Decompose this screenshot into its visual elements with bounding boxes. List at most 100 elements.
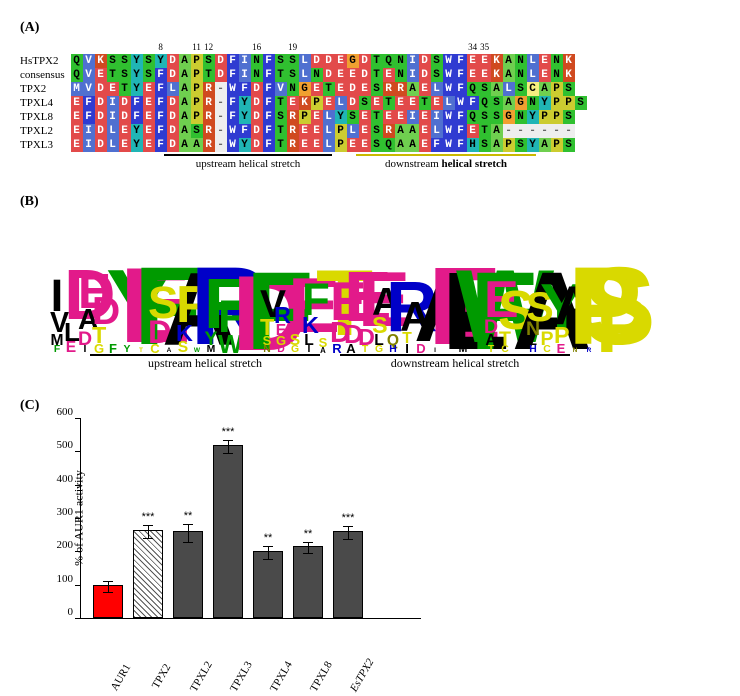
alignment-cell: F <box>227 68 239 82</box>
alignment-cell: W <box>443 110 455 124</box>
alignment-cell: F <box>155 68 167 82</box>
alignment-cell: G <box>299 82 311 96</box>
alignment-cell: N <box>395 68 407 82</box>
logo-column: L <box>442 271 456 354</box>
alignment-cell: F <box>155 96 167 110</box>
logo-column: VTSN <box>260 290 274 354</box>
alignment-cell: E <box>383 68 395 82</box>
alignment-cell: P <box>191 54 203 68</box>
logo-letter: A <box>162 271 176 349</box>
logo-column: RQH <box>386 281 400 354</box>
alignment-row-labels: HsTPX2consensusTPX2TPXL4TPXL8TPXL2TPXL3 <box>20 40 65 152</box>
alignment-cell: Y <box>527 138 539 152</box>
logo-column: EI <box>428 266 442 354</box>
y-tick-label: 100 <box>47 573 73 585</box>
alignment-cell: - <box>215 138 227 152</box>
alignment-cell: S <box>515 82 527 96</box>
logo-letter: A <box>400 301 414 332</box>
alignment-cell: F <box>227 110 239 124</box>
y-tick <box>75 451 81 452</box>
alignment-cell: D <box>95 138 107 152</box>
panel-c-label: (C) <box>20 398 720 414</box>
alignment-cell: A <box>503 54 515 68</box>
logo-column: SNLH <box>526 291 540 354</box>
alignment-cell: Q <box>383 138 395 152</box>
alignment-cell: - <box>551 124 563 138</box>
logo-column: ATI <box>400 301 414 354</box>
panel-b-underlines: upstream helical stretch downstream heli… <box>50 354 720 384</box>
row-label: TPXL2 <box>20 124 65 138</box>
logo-letter: I <box>400 344 414 354</box>
alignment-cell: E <box>335 54 347 68</box>
logo-letter: I <box>78 346 92 354</box>
x-tick-label: TPXL4 <box>268 662 293 694</box>
alignment-cell: L <box>431 82 443 96</box>
x-tick-label: TPX2 <box>148 662 173 694</box>
logo-column: YPC <box>540 283 554 354</box>
alignment-cell: E <box>395 96 407 110</box>
bar-group <box>93 585 123 618</box>
x-tick-label: TPXL8 <box>308 662 333 694</box>
alignment-cell: A <box>395 124 407 138</box>
alignment-cell: T <box>383 96 395 110</box>
alignment-cell: I <box>239 68 251 82</box>
bar: *** <box>333 531 363 618</box>
significance-stars: *** <box>142 511 155 523</box>
alignment-cell: L <box>527 54 539 68</box>
alignment-cell: F <box>263 82 275 96</box>
x-tick-label: TPXL3 <box>228 662 253 694</box>
bar-group: *** <box>133 530 163 618</box>
alignment-cell: L <box>299 54 311 68</box>
alignment-grid: 8111216193435 QVKSSYSYDAPSDFINFSSLDDEGDT… <box>71 40 587 152</box>
alignment-cell: T <box>275 138 287 152</box>
x-tick-label: TPXL2 <box>188 662 213 694</box>
row-label: HsTPX2 <box>20 54 65 68</box>
alignment-cell: I <box>83 124 95 138</box>
alignment-cell: F <box>431 138 443 152</box>
alignment-cell: E <box>119 124 131 138</box>
alignment-cell: S <box>287 54 299 68</box>
significance-stars: *** <box>222 426 235 438</box>
alignment-cell: S <box>479 110 491 124</box>
alignment-cell: - <box>503 124 515 138</box>
logo-letter: E <box>428 266 442 349</box>
alignment-cell: P <box>191 110 203 124</box>
alignment-cell: H <box>467 138 479 152</box>
bar: *** <box>213 445 243 618</box>
logo-letter: A <box>344 344 358 354</box>
bar: *** <box>133 530 163 618</box>
alignment-cell: A <box>503 96 515 110</box>
alignment-cell: - <box>539 124 551 138</box>
logo-letter: Y <box>120 346 134 354</box>
alignment-cell: S <box>203 54 215 68</box>
alignment-cell: R <box>287 138 299 152</box>
bar: ** <box>293 546 323 618</box>
logo-column: D <box>232 274 246 354</box>
alignment-cell: N <box>515 68 527 82</box>
alignment-cell: S <box>515 138 527 152</box>
alignment-cell: T <box>119 82 131 96</box>
alignment-cell: P <box>503 138 515 152</box>
alignment-cell: R <box>203 124 215 138</box>
alignment-cell: F <box>467 96 479 110</box>
logo-column: APE <box>554 286 568 354</box>
logo-letter: F <box>134 266 148 349</box>
alignment-cell: A <box>491 124 503 138</box>
alignment-cell: F <box>263 138 275 152</box>
alignment-cell: E <box>431 96 443 110</box>
alignment-cell: A <box>179 138 191 152</box>
alignment-cell: - <box>215 96 227 110</box>
logo-letter: T <box>484 346 498 354</box>
error-bar <box>343 526 353 540</box>
alignment-cell: E <box>299 124 311 138</box>
y-tick-label: 400 <box>47 473 73 485</box>
error-bar <box>183 524 193 543</box>
alignment-cell: D <box>119 110 131 124</box>
alignment-cell: W <box>443 82 455 96</box>
alignment-cell: N <box>527 96 539 110</box>
alignment-cell: E <box>311 138 323 152</box>
alignment-cell: G <box>503 110 515 124</box>
logo-letter: L <box>442 271 456 354</box>
y-tick-label: 200 <box>47 539 73 551</box>
alignment-cell: E <box>71 110 83 124</box>
